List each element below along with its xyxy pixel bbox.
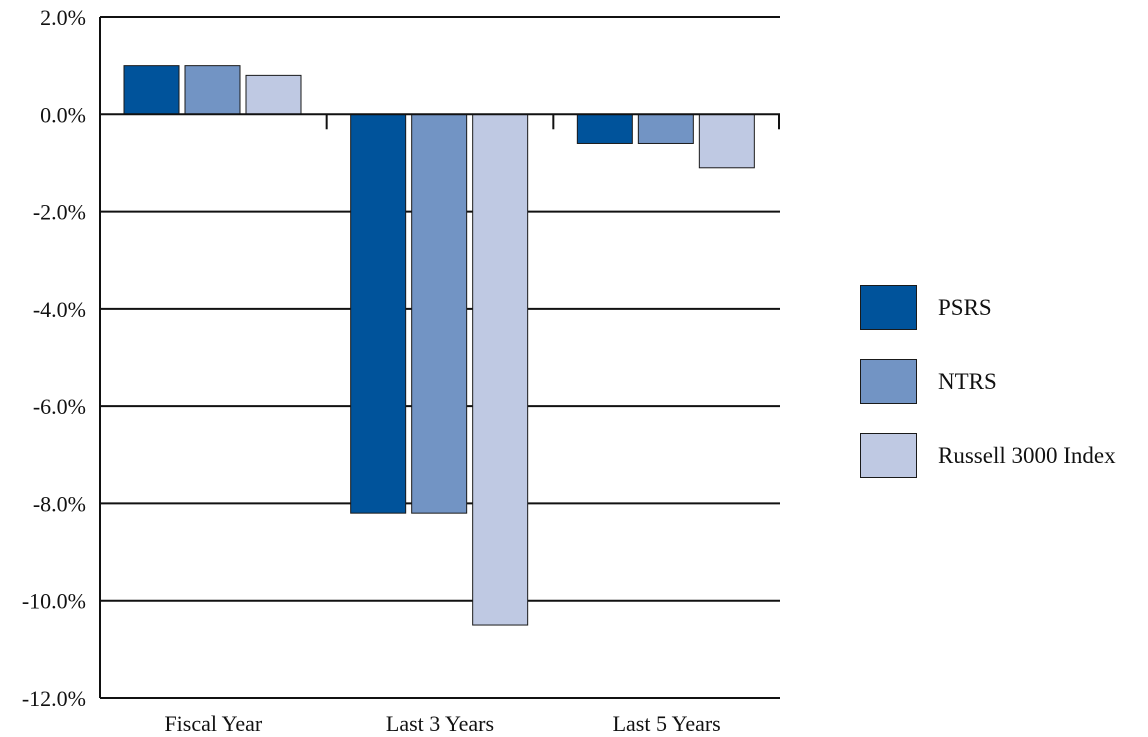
legend-swatch-psrs — [860, 285, 917, 330]
bar-psrs-fiscal-year — [123, 65, 180, 115]
bar-psrs-last-5-years — [576, 113, 633, 144]
legend-label-russell-3000-index: Russell 3000 Index — [938, 442, 1116, 468]
legend-label-psrs: PSRS — [938, 294, 992, 320]
bar-ntrs-fiscal-year — [184, 65, 241, 115]
y-axis-ticks: 2.0% 0.0% -2.0% -4.0% -6.0% -8.0% -10.0% -12.0% — [22, 5, 86, 711]
bar-russell-3000-index-last-5-years — [698, 113, 755, 169]
y-tick-label: -8.0% — [33, 491, 86, 516]
bar-psrs-last-3-years — [350, 113, 407, 514]
bar-russell-3000-index-last-3-years — [472, 113, 529, 626]
legend-swatch-ntrs — [860, 359, 917, 404]
y-tick-label: -10.0% — [22, 589, 86, 614]
y-tick-label: -12.0% — [22, 686, 86, 711]
y-tick-label: 0.0% — [40, 102, 86, 127]
y-tick-label: 2.0% — [40, 5, 86, 30]
bar-ntrs-last-5-years — [637, 113, 694, 144]
y-tick-label: -2.0% — [33, 200, 86, 225]
bars — [123, 65, 755, 626]
x-category-label: Last 5 Years — [613, 711, 721, 736]
legend-label-ntrs: NTRS — [938, 368, 997, 394]
legend: PSRS NTRS Russell 3000 Index — [860, 284, 1116, 506]
legend-item-ntrs: NTRS — [860, 358, 1116, 405]
x-category-label: Last 3 Years — [386, 711, 494, 736]
y-tick-label: -4.0% — [33, 297, 86, 322]
axes — [99, 16, 780, 699]
legend-swatch-russell-3000-index — [860, 433, 917, 478]
y-tick-label: -6.0% — [33, 394, 86, 419]
x-axis-labels: Fiscal Year Last 3 Years Last 5 Years — [164, 711, 720, 736]
legend-item-russell-3000-index: Russell 3000 Index — [860, 432, 1116, 479]
x-category-label: Fiscal Year — [164, 711, 262, 736]
bar-ntrs-last-3-years — [411, 113, 468, 514]
legend-item-psrs: PSRS — [860, 284, 1116, 331]
bar-russell-3000-index-fiscal-year — [245, 74, 302, 115]
